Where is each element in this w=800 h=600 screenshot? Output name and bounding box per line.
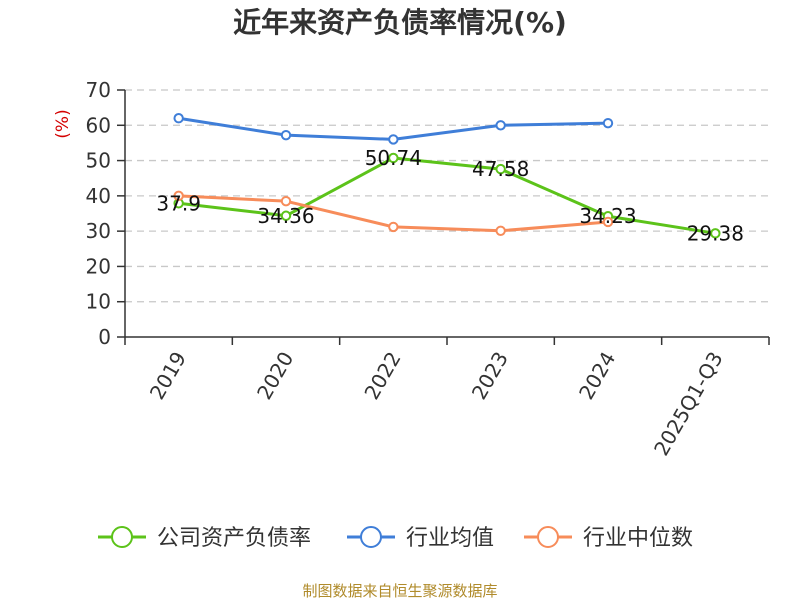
grid	[125, 89, 769, 303]
data-point	[280, 210, 292, 221]
legend-item: 公司资产负债率	[98, 526, 311, 551]
y-tick-label: 30	[86, 219, 111, 243]
y-tick-label: 20	[86, 254, 111, 278]
y-tick-label: 40	[86, 184, 111, 208]
x-tick-label: 2019	[145, 348, 191, 404]
data-point	[173, 190, 184, 202]
data-point	[710, 228, 721, 239]
legend-item: 行业中位数	[524, 526, 693, 551]
legend-item: 行业均值	[347, 526, 494, 551]
data-label: 34.23	[579, 204, 636, 228]
data-point	[173, 113, 184, 124]
series-1	[173, 152, 721, 239]
series-3	[173, 190, 614, 236]
data-label: 50.74	[365, 146, 422, 170]
legend-label: 行业均值	[406, 526, 494, 551]
data-point	[280, 129, 292, 141]
legend-label: 公司资产负债率	[157, 526, 311, 551]
legend-label: 行业中位数	[583, 526, 693, 551]
legend: 公司资产负债率 行业均值 行业中位数	[98, 526, 693, 551]
legend-marker	[111, 526, 133, 548]
series-group	[173, 113, 721, 239]
data-point	[280, 195, 292, 207]
y-tick-label: 0	[98, 325, 111, 349]
data-point	[602, 216, 614, 228]
y-tick-label: 70	[86, 78, 111, 102]
legend-marker	[360, 526, 382, 548]
data-point	[388, 221, 399, 233]
series-2	[173, 113, 614, 145]
data-label: 37.9	[156, 191, 201, 215]
data-label: 47.58	[472, 157, 529, 181]
x-tick-label: 2025Q1-Q3	[649, 348, 728, 460]
chart-title: 近年来资产负债率情况(%)	[233, 6, 567, 39]
data-label: 29.38	[687, 221, 744, 245]
y-axis-unit: (%)	[53, 109, 73, 138]
data-labels: 37.9 34.36 50.74 47.58 34.23 29.38	[156, 146, 744, 245]
x-tick-label: 2022	[359, 348, 405, 404]
source-note: 制图数据来自恒生聚源数据库	[302, 582, 497, 600]
data-point	[602, 117, 614, 129]
x-tick-label: 2020	[252, 348, 298, 404]
data-point	[495, 163, 506, 175]
legend-marker	[537, 526, 559, 548]
data-point	[495, 225, 506, 236]
y-tick-label: 50	[86, 149, 111, 173]
x-tick-label: 2023	[467, 348, 513, 404]
series-line	[178, 156, 716, 235]
y-tick-label: 60	[86, 113, 111, 137]
data-label: 34.36	[257, 204, 314, 228]
data-point	[388, 134, 399, 145]
data-point	[495, 120, 506, 131]
y-tick-label: 10	[86, 290, 111, 314]
x-tick-label: 2024	[574, 348, 620, 404]
data-point	[388, 152, 399, 164]
